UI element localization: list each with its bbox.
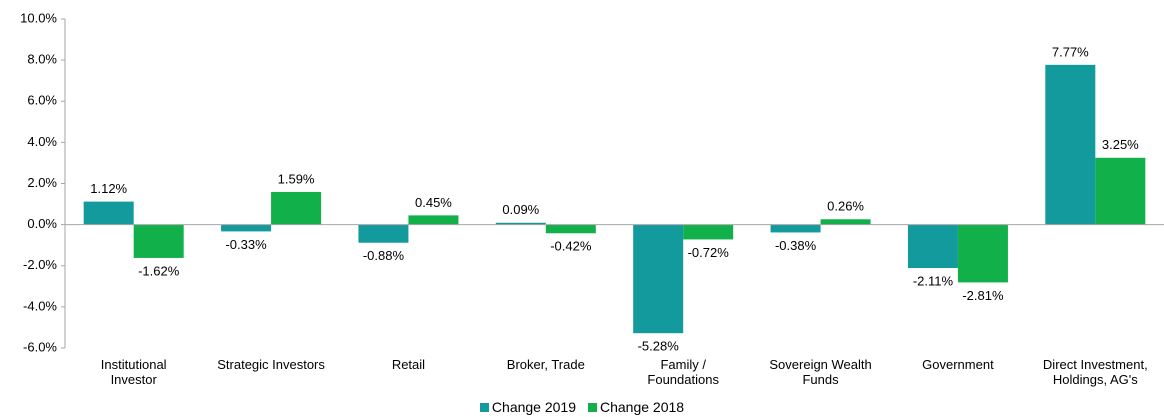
bar: [820, 219, 871, 225]
data-label: 1.12%: [90, 181, 127, 196]
x-tick-label: Sovereign Wealth Funds: [769, 357, 872, 387]
data-label: -1.62%: [138, 263, 180, 278]
bar: [221, 224, 272, 232]
data-label: 0.09%: [502, 202, 539, 217]
y-tick-label: 2.0%: [27, 175, 57, 190]
data-label: -2.11%: [913, 273, 954, 288]
bar: [683, 224, 734, 240]
legend-label: Change 2018: [600, 399, 685, 415]
y-tick-label: 10.0%: [20, 10, 57, 25]
bar: [408, 215, 459, 225]
data-label: -0.38%: [775, 238, 817, 253]
x-tick-label: Family / Foundations: [647, 357, 719, 387]
bar: [957, 224, 1008, 283]
y-tick-label: 8.0%: [27, 52, 57, 67]
y-tick-label: -6.0%: [23, 339, 57, 354]
x-tick-label: Government: [922, 357, 994, 372]
x-tick-label: Institutional Investor: [100, 357, 167, 387]
bar: [633, 224, 684, 334]
legend-label: Change 2019: [491, 399, 576, 415]
data-label: -0.42%: [550, 239, 592, 254]
data-label: -0.33%: [225, 237, 267, 252]
y-tick-label: -2.0%: [23, 257, 57, 272]
x-tick-label: Broker, Trade: [506, 357, 585, 372]
bar: [83, 201, 134, 225]
legend-swatch: [479, 403, 489, 412]
data-label: -0.72%: [688, 245, 730, 260]
data-label: 0.26%: [827, 199, 864, 214]
bar: [1045, 64, 1096, 225]
bar: [770, 224, 821, 233]
bar: [495, 222, 546, 225]
data-label: -2.81%: [962, 288, 1004, 303]
legend-item: Change 2018: [588, 399, 684, 415]
legend-item: Change 2019: [479, 399, 576, 415]
x-tick-label: Direct Investment, Holdings, AG's: [1042, 357, 1148, 387]
bar: [133, 224, 184, 258]
data-label: 7.77%: [1052, 44, 1089, 59]
legend: Change 2019 Change 2018: [0, 399, 1164, 415]
legend-swatch: [588, 403, 597, 412]
bar: [545, 224, 596, 234]
y-tick-label: 6.0%: [27, 93, 57, 108]
data-label: -0.88%: [363, 248, 405, 263]
bar: [358, 224, 409, 243]
data-label: -5.28%: [638, 339, 680, 354]
x-tick-label: Retail: [391, 357, 426, 372]
x-tick-label: Strategic Investors: [217, 357, 325, 372]
data-label: 0.45%: [415, 195, 452, 210]
data-label: 1.59%: [278, 171, 315, 186]
data-label: 3.25%: [1102, 137, 1139, 152]
bar: [271, 191, 322, 225]
y-tick-label: 0.0%: [27, 216, 57, 231]
y-tick-label: -4.0%: [23, 298, 57, 313]
y-tick-label: 4.0%: [27, 134, 57, 149]
bar: [1095, 157, 1146, 225]
bar: [907, 224, 958, 269]
